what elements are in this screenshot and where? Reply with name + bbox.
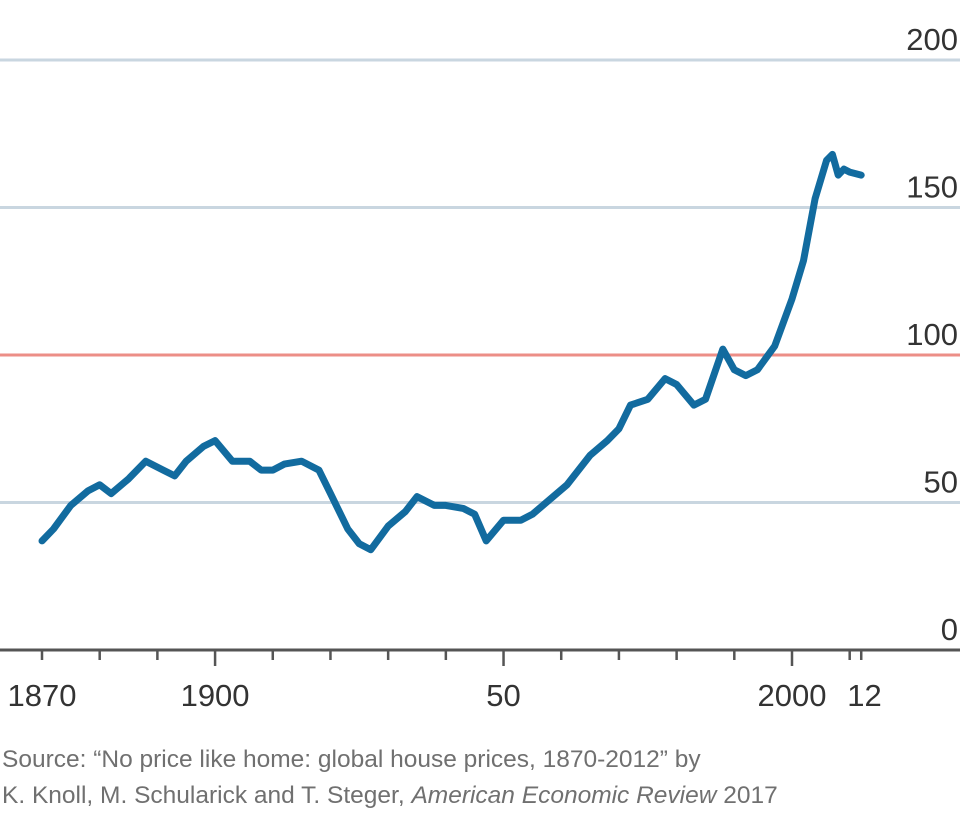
x-tick-label: 1870 xyxy=(8,678,77,713)
y-axis-labels: 0 50 100 150 200 xyxy=(906,22,958,647)
y-tick-label: 200 xyxy=(906,22,958,57)
series xyxy=(38,150,865,554)
y-tick-label: 50 xyxy=(924,465,958,500)
x-tick-label: 1900 xyxy=(181,678,250,713)
y-tick-label: 100 xyxy=(906,317,958,352)
x-tick-label: 2000 xyxy=(758,678,827,713)
source-authors: K. Knoll, M. Schularick and T. Steger, xyxy=(2,782,412,809)
source-note: Source: “No price like home: global hous… xyxy=(2,742,778,814)
x-tick-label: 50 xyxy=(486,678,520,713)
series-line xyxy=(38,150,865,554)
x-tick-label: 12 xyxy=(847,678,881,713)
y-tick-label: 0 xyxy=(941,612,958,647)
y-tick-label: 150 xyxy=(906,170,958,205)
source-year: 2017 xyxy=(716,782,778,809)
source-journal: American Economic Review xyxy=(411,782,717,809)
gridlines xyxy=(0,58,960,504)
line-chart: 0 50 100 150 200 1870 1900 50 2000 12 xyxy=(0,22,960,713)
source-line-2: K. Knoll, M. Schularick and T. Steger, A… xyxy=(2,778,778,814)
source-line-1: Source: “No price like home: global hous… xyxy=(2,746,701,773)
x-axis: 1870 1900 50 2000 12 xyxy=(0,648,960,713)
